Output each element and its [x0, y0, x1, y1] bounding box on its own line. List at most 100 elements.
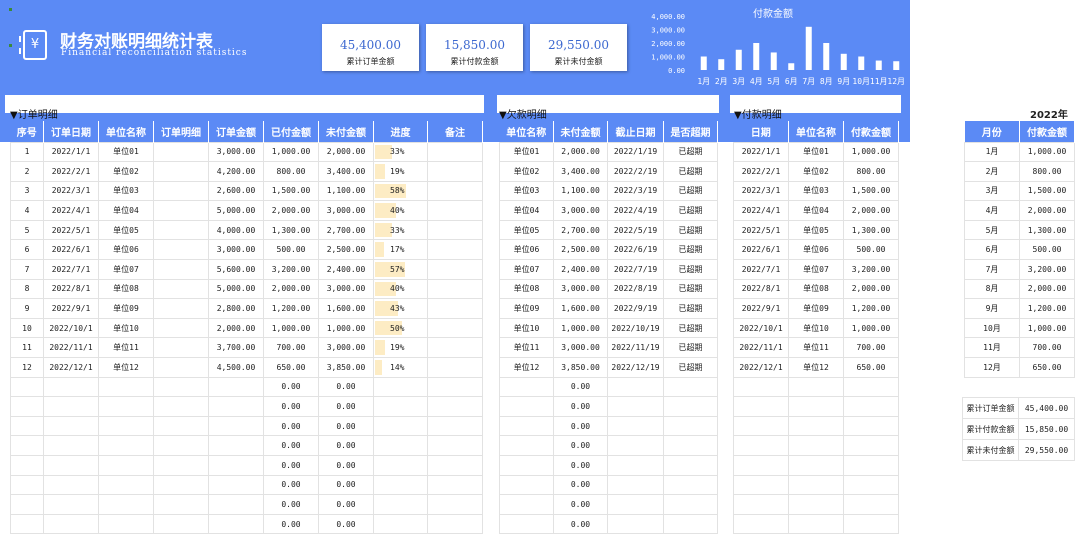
- cell-unit[interactable]: 单位10: [98, 317, 154, 339]
- cell-unit[interactable]: 单位07: [788, 259, 844, 280]
- column-header[interactable]: 订单日期: [43, 121, 99, 142]
- cell-amount[interactable]: 800.00: [1019, 161, 1075, 182]
- cell-paid[interactable]: 500.00: [263, 239, 319, 261]
- column-header[interactable]: 序号: [10, 121, 44, 142]
- cell-detail[interactable]: [153, 357, 209, 378]
- cell-date[interactable]: [733, 415, 789, 437]
- cell-unpaid[interactable]: 3,000.00: [553, 278, 608, 300]
- cell-note[interactable]: [427, 415, 483, 437]
- cell-unit[interactable]: 单位06: [499, 239, 554, 261]
- column-header[interactable]: 已付金额: [263, 121, 319, 142]
- progress-cell[interactable]: 33%: [373, 141, 428, 163]
- cell-unit[interactable]: 单位11: [499, 337, 554, 359]
- cell-unpaid[interactable]: 2,700.00: [318, 219, 374, 241]
- cell-amount[interactable]: 2,600.00: [208, 180, 264, 202]
- cell-note[interactable]: [427, 278, 483, 300]
- cell-unpaid[interactable]: 0.00: [318, 396, 374, 417]
- cell-unit[interactable]: [98, 513, 154, 535]
- cell-unit[interactable]: [98, 474, 154, 496]
- cell-no[interactable]: [10, 474, 44, 496]
- cell-value[interactable]: 15,850.00: [1018, 418, 1075, 440]
- cell-note[interactable]: [427, 494, 483, 515]
- cell-amount[interactable]: [208, 396, 264, 417]
- cell-paid[interactable]: 800.00: [263, 161, 319, 182]
- cell-unpaid[interactable]: 2,400.00: [553, 259, 608, 280]
- cell-unit[interactable]: 单位09: [788, 298, 844, 319]
- cell-due[interactable]: 2022/10/19: [607, 317, 664, 339]
- cell-due[interactable]: [607, 415, 664, 437]
- cell-paid[interactable]: 0.00: [263, 494, 319, 515]
- bar-4月[interactable]: [753, 43, 760, 70]
- cell-due[interactable]: [607, 513, 664, 535]
- cell-amount[interactable]: [208, 474, 264, 496]
- cell-note[interactable]: [427, 239, 483, 261]
- cell-no[interactable]: 2: [10, 161, 44, 182]
- progress-cell[interactable]: 57%: [373, 259, 428, 280]
- progress-cell[interactable]: 33%: [373, 219, 428, 241]
- cell-date[interactable]: [733, 396, 789, 417]
- cell-detail[interactable]: [153, 317, 209, 339]
- cell-amount[interactable]: [843, 455, 899, 476]
- cell-amount[interactable]: 2,000.00: [1019, 278, 1075, 300]
- cell-date[interactable]: [43, 494, 99, 515]
- cell-due[interactable]: 2022/2/19: [607, 161, 664, 182]
- cell-paid[interactable]: 1,500.00: [263, 180, 319, 202]
- cell-due[interactable]: 2022/4/19: [607, 200, 664, 221]
- cell-date[interactable]: 2022/2/1: [43, 161, 99, 182]
- cell-no[interactable]: 8: [10, 278, 44, 300]
- progress-cell[interactable]: [373, 474, 428, 496]
- cell-date[interactable]: 2022/12/1: [43, 357, 99, 378]
- cell-unit[interactable]: 单位04: [499, 200, 554, 221]
- cell-unit[interactable]: 单位01: [788, 141, 844, 163]
- cell-date[interactable]: [43, 513, 99, 535]
- cell-no[interactable]: 7: [10, 259, 44, 280]
- cell-note[interactable]: [427, 435, 483, 456]
- cell-month[interactable]: 12月: [964, 357, 1020, 378]
- cell-unit[interactable]: [499, 435, 554, 456]
- cell-unit[interactable]: [499, 474, 554, 496]
- cell-due[interactable]: 2022/6/19: [607, 239, 664, 261]
- cell-note[interactable]: [427, 298, 483, 319]
- cell-date[interactable]: 2022/11/1: [43, 337, 99, 359]
- cell-paid[interactable]: 0.00: [263, 415, 319, 437]
- cell-amount[interactable]: [843, 415, 899, 437]
- cell-unpaid[interactable]: 0.00: [318, 513, 374, 535]
- cell-paid[interactable]: 1,000.00: [263, 317, 319, 339]
- cell-overdue[interactable]: 已超期: [663, 298, 718, 319]
- cell-date[interactable]: [733, 435, 789, 456]
- cell-unit[interactable]: 单位08: [788, 278, 844, 300]
- cell-note[interactable]: [427, 219, 483, 241]
- cell-no[interactable]: 6: [10, 239, 44, 261]
- cell-note[interactable]: [427, 180, 483, 202]
- cell-unit[interactable]: 单位03: [98, 180, 154, 202]
- column-header[interactable]: 订单明细: [153, 121, 209, 142]
- cell-unpaid[interactable]: 3,000.00: [318, 278, 374, 300]
- bar-9月[interactable]: [840, 53, 847, 70]
- cell-note[interactable]: [427, 337, 483, 359]
- cell-amount[interactable]: [843, 435, 899, 456]
- cell-detail[interactable]: [153, 435, 209, 456]
- cell-date[interactable]: 2022/1/1: [733, 141, 789, 163]
- cell-detail[interactable]: [153, 513, 209, 535]
- cell-value[interactable]: 45,400.00: [1018, 397, 1075, 419]
- cell-unpaid[interactable]: 1,600.00: [553, 298, 608, 319]
- cell-unpaid[interactable]: 0.00: [553, 455, 608, 476]
- progress-cell[interactable]: 43%: [373, 298, 428, 319]
- cell-paid[interactable]: 0.00: [263, 396, 319, 417]
- cell-date[interactable]: 2022/8/1: [43, 278, 99, 300]
- cell-note[interactable]: [427, 141, 483, 163]
- cell-detail[interactable]: [153, 141, 209, 163]
- cell-amount[interactable]: 1,000.00: [1019, 141, 1075, 163]
- progress-cell[interactable]: 19%: [373, 337, 428, 359]
- cell-amount[interactable]: 1,500.00: [1019, 180, 1075, 202]
- cell-amount[interactable]: 2,000.00: [1019, 200, 1075, 221]
- cell-unit[interactable]: [499, 415, 554, 437]
- column-header[interactable]: 日期: [733, 121, 789, 142]
- bar-2月[interactable]: [718, 59, 725, 70]
- cell-date[interactable]: 2022/4/1: [733, 200, 789, 221]
- cell-paid[interactable]: 0.00: [263, 455, 319, 476]
- progress-cell[interactable]: 14%: [373, 357, 428, 378]
- bar-8月[interactable]: [823, 43, 830, 70]
- cell-unpaid[interactable]: 2,000.00: [318, 141, 374, 163]
- column-header[interactable]: 备注: [427, 121, 483, 142]
